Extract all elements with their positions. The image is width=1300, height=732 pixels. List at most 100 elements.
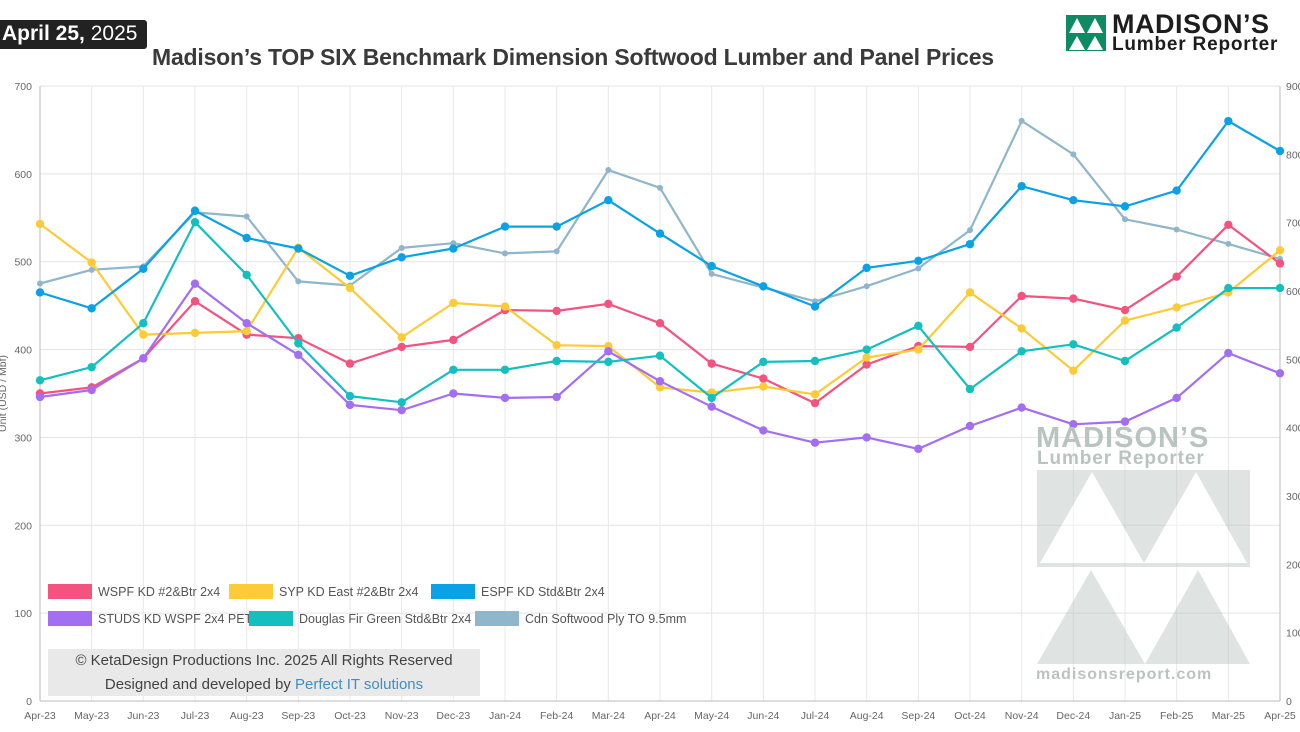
- data-point-espf: [655, 229, 665, 238]
- data-point-syp: [965, 288, 975, 297]
- data-point-wspf: [1224, 220, 1233, 230]
- data-point-espf: [87, 304, 96, 313]
- data-point-syp: [914, 345, 923, 354]
- legend-swatch-studs: [48, 611, 92, 626]
- data-point-espf: [1120, 202, 1130, 211]
- data-point-syp: [242, 326, 251, 336]
- data-point-espf: [1172, 186, 1181, 195]
- data-point-ply: [915, 265, 922, 272]
- data-point-syp: [655, 383, 665, 392]
- legend-swatch-dfir: [249, 611, 293, 626]
- y-tick-label: 600: [14, 169, 32, 181]
- data-point-studs: [914, 444, 923, 454]
- data-point-syp: [500, 302, 510, 311]
- data-point-dfir: [1224, 283, 1233, 293]
- data-point-ply: [967, 227, 973, 234]
- data-point-studs: [190, 279, 200, 288]
- chart-axes: 0 100 200 300 400 500 600 700 0 100 200 300 400 500 60…: [0, 81, 1300, 722]
- x-tick-label: Oct-24: [954, 710, 986, 722]
- copyright-text: © KetaDesign Productions Inc. 2025 All R…: [75, 652, 453, 669]
- data-point-wspf: [862, 360, 871, 369]
- data-point-dfir: [914, 321, 923, 331]
- x-tick-label: Mar-24: [592, 710, 625, 722]
- y2-tick-label: 100: [1286, 628, 1300, 640]
- data-point-espf: [1069, 196, 1078, 205]
- data-point-dfir: [397, 398, 406, 407]
- data-point-espf: [759, 282, 768, 291]
- x-tick-label: May-24: [694, 710, 729, 722]
- data-point-studs: [1275, 369, 1285, 378]
- y-tick-label: 100: [14, 608, 32, 620]
- data-point-espf: [500, 222, 510, 231]
- data-point-wspf: [810, 398, 820, 408]
- data-point-ply: [605, 167, 612, 174]
- data-point-wspf: [655, 319, 665, 328]
- date-year: 2025: [90, 22, 138, 45]
- x-tick-label: Sep-23: [281, 710, 315, 722]
- data-point-studs: [707, 402, 716, 411]
- data-point-dfir: [1275, 283, 1285, 293]
- data-point-studs: [242, 319, 251, 328]
- y2-tick-label: 700: [1286, 218, 1300, 230]
- data-point-wspf: [1069, 294, 1078, 303]
- watermark-brand: MADISON’S: [1036, 422, 1210, 454]
- data-point-wspf: [552, 306, 561, 316]
- data-point-studs: [1120, 417, 1130, 426]
- x-tick-label: Jan-24: [489, 710, 521, 722]
- data-point-ply: [1018, 117, 1025, 124]
- data-point-ply: [1122, 216, 1128, 223]
- data-point-dfir: [500, 365, 510, 374]
- y-tick-label: 500: [14, 257, 32, 269]
- data-point-espf: [965, 239, 975, 249]
- chart-grid: [39, 85, 1281, 702]
- data-point-ply: [502, 250, 508, 257]
- x-tick-label: Jun-24: [747, 710, 779, 722]
- data-point-espf: [862, 263, 871, 273]
- data-point-dfir: [707, 393, 716, 403]
- legend-item-studs: STUDS KD WSPF 2x4 PET: [48, 611, 253, 626]
- data-point-dfir: [345, 391, 355, 401]
- series-studs: [35, 279, 1285, 454]
- x-tick-label: Dec-23: [436, 710, 470, 722]
- data-point-espf: [1017, 181, 1026, 191]
- data-point-syp: [759, 382, 768, 391]
- data-point-ply: [708, 270, 715, 277]
- data-point-espf: [604, 196, 613, 205]
- data-point-espf: [1224, 116, 1233, 126]
- data-point-ply: [657, 184, 663, 191]
- x-tick-label: Nov-23: [385, 710, 419, 722]
- data-point-syp: [87, 258, 96, 267]
- data-point-syp: [1275, 246, 1285, 255]
- designer-link[interactable]: Perfect IT solutions: [295, 676, 424, 693]
- data-point-ply: [1173, 226, 1180, 233]
- x-tick-label: Oct-23: [334, 710, 366, 722]
- data-point-wspf: [1275, 259, 1285, 268]
- logo-subbrand: Lumber Reporter: [1112, 34, 1279, 55]
- x-tick-label: Sep-24: [901, 710, 935, 722]
- data-point-dfir: [1120, 356, 1130, 366]
- data-point-dfir: [759, 357, 768, 367]
- data-point-espf: [139, 264, 148, 273]
- data-point-espf: [707, 261, 716, 271]
- data-point-espf: [1275, 146, 1285, 156]
- y-axis-label: Unit (USD / Mbf): [0, 355, 9, 432]
- watermark-url: madisonsreport.com: [1036, 666, 1213, 683]
- data-point-studs: [1224, 348, 1233, 358]
- data-point-studs: [965, 421, 975, 431]
- data-point-syp: [345, 283, 355, 293]
- data-point-dfir: [552, 356, 561, 366]
- legend-label-studs: STUDS KD WSPF 2x4 PET: [98, 612, 253, 626]
- data-point-studs: [1017, 403, 1026, 412]
- data-point-studs: [449, 389, 458, 398]
- data-point-syp: [35, 219, 45, 229]
- data-point-studs: [655, 377, 665, 386]
- data-point-studs: [810, 438, 820, 447]
- data-point-espf: [552, 222, 561, 231]
- legend-item-espf: ESPF KD Std&Btr 2x4: [431, 584, 605, 599]
- y-tick-label: 0: [26, 696, 32, 708]
- data-point-dfir: [862, 345, 871, 354]
- data-point-espf: [449, 244, 458, 253]
- x-tick-label: Apr-23: [24, 710, 56, 722]
- data-point-wspf: [965, 342, 975, 352]
